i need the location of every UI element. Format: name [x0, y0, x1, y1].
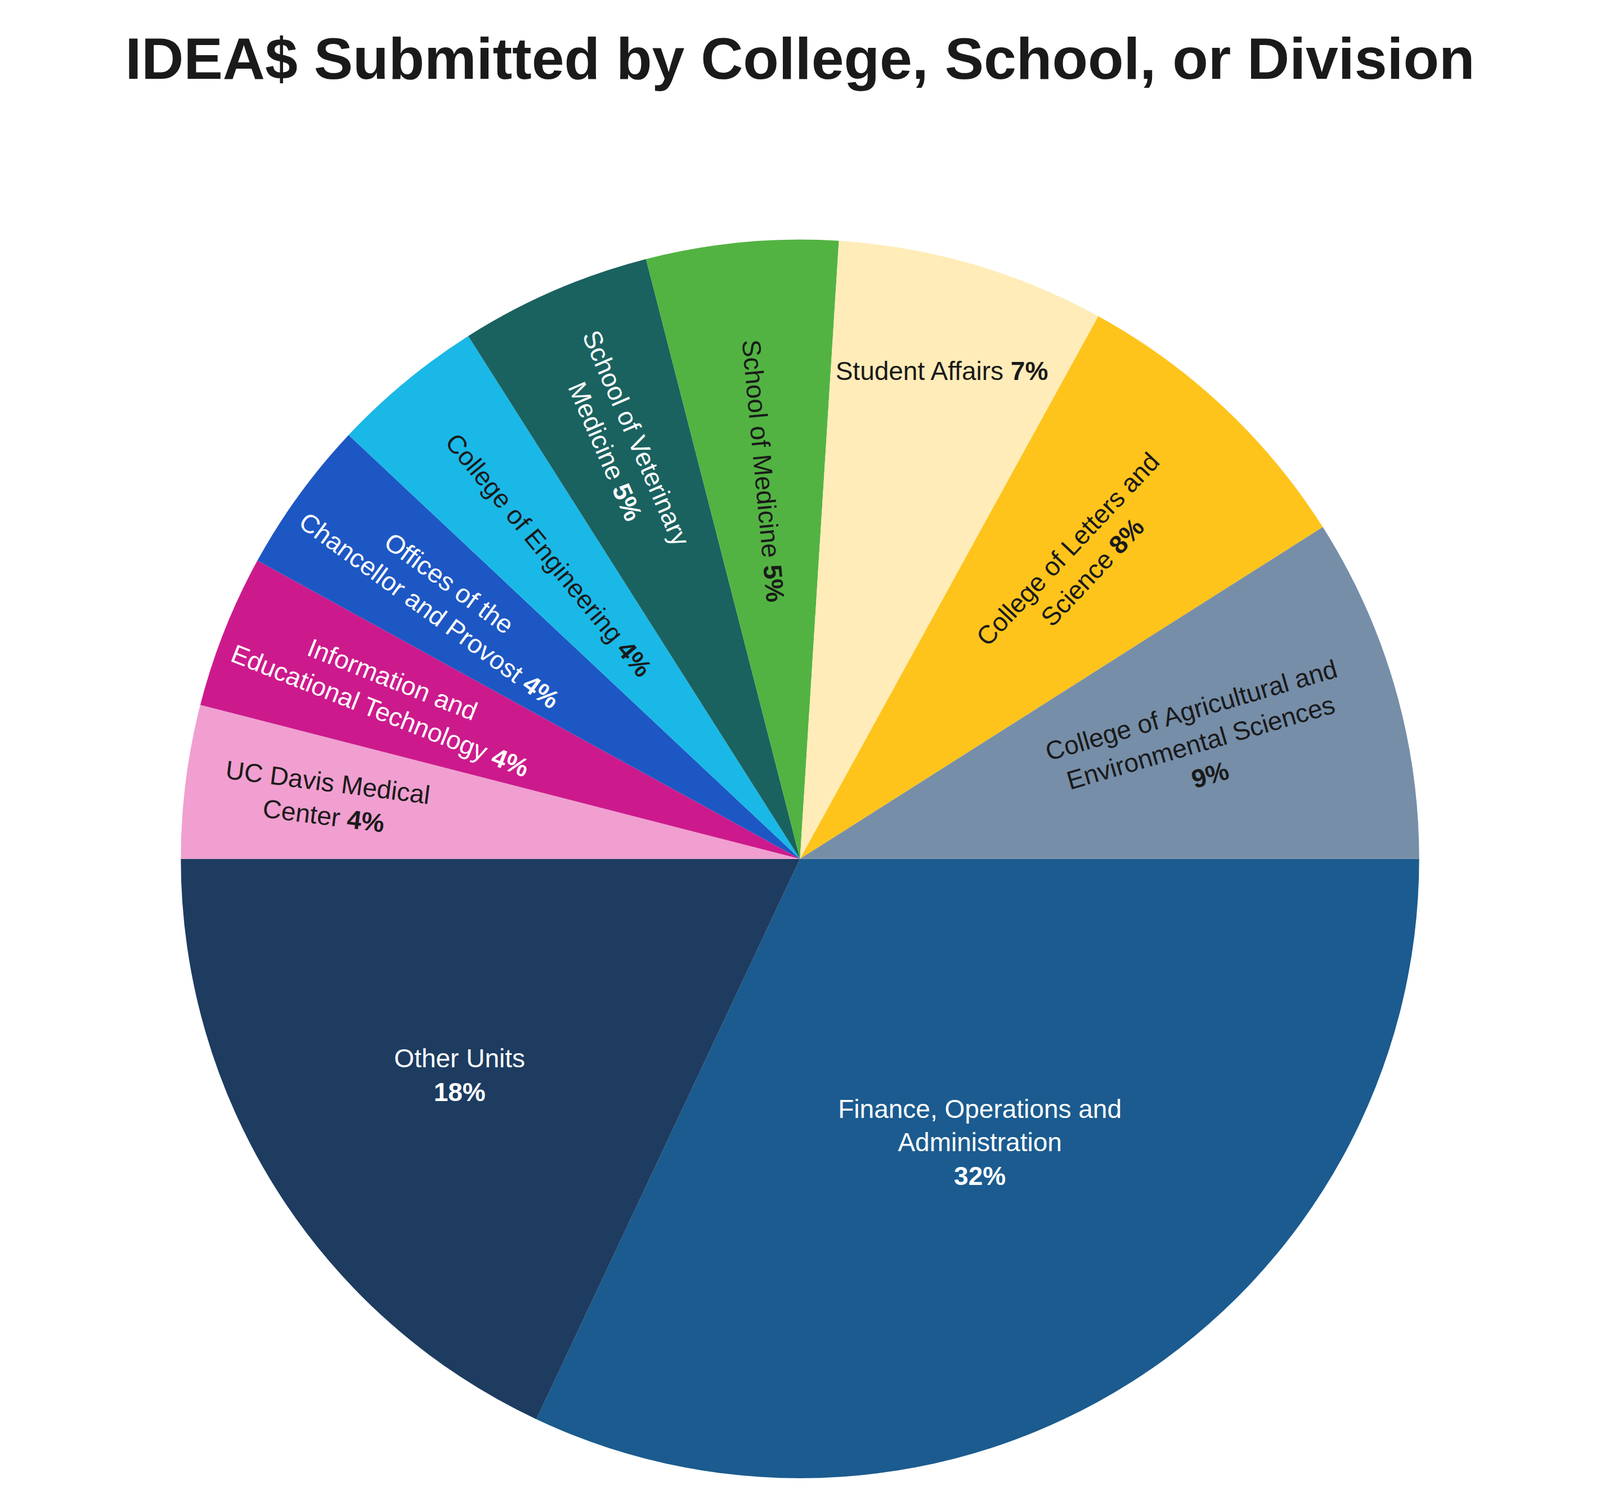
svg-text:College of Agricultural andEnv: College of Agricultural andEnvironmental…	[1042, 653, 1360, 832]
html-text:Science: Science	[1034, 539, 1125, 632]
html-text:College of Engineering: College of Engineering	[439, 427, 634, 654]
html-text:Chancellor and Provost: Chancellor and Provost	[293, 506, 535, 693]
html-text:Offices of the: Offices of the	[379, 526, 520, 640]
html-text:5%: 5%	[606, 479, 649, 526]
html-text:4%: 4%	[517, 668, 565, 715]
svg-text:UC Davis MedicalCenter 4%: UC Davis MedicalCenter 4%	[220, 754, 433, 844]
html-text:Medicine: Medicine	[562, 377, 634, 491]
html-text:School of Veterinary: School of Veterinary	[576, 325, 696, 551]
svg-text:IDEA$ Submitted by College, Sc: IDEA$ Submitted by College, School, or D…	[124, 25, 1475, 92]
svg-text:School of Medicine 5%: School of Medicine 5%	[736, 338, 791, 604]
html-text:Educational Technology: Educational Technology	[227, 638, 499, 769]
html-text:4%: 4%	[487, 741, 534, 783]
html-text:Information and: Information and	[303, 632, 482, 726]
svg-text:Student Affairs 7%: Student Affairs 7%	[835, 356, 1049, 386]
html-text:8%: 8%	[1102, 512, 1150, 560]
svg-text:Finance, Operations andAdminis: Finance, Operations andAdministration32%	[837, 1094, 1122, 1191]
html-text:College of Letters and: College of Letters and	[970, 446, 1166, 652]
svg-text:Other Units18%: Other Units18%	[393, 1043, 526, 1107]
html-text:4%: 4%	[611, 634, 658, 683]
